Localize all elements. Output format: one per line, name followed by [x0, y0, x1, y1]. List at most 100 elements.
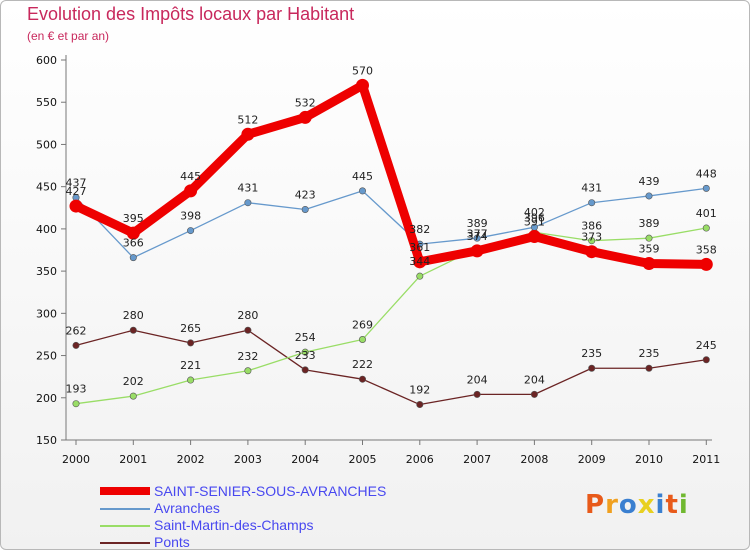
logo-letter: r: [605, 490, 619, 520]
data-point: [184, 184, 198, 198]
data-label: 570: [352, 64, 373, 77]
data-label: 232: [237, 350, 258, 363]
data-point: [527, 229, 541, 243]
data-point: [702, 184, 710, 192]
legend-swatch: [100, 542, 150, 544]
data-point: [645, 234, 653, 242]
logo-letter: i: [678, 490, 689, 520]
data-label: 402: [524, 206, 545, 219]
data-point: [702, 356, 710, 364]
data-label: 269: [352, 319, 373, 332]
data-label: 401: [696, 207, 717, 220]
data-label: 423: [295, 188, 316, 201]
data-point: [72, 400, 80, 408]
data-label: 344: [409, 255, 430, 268]
data-label: 389: [639, 217, 660, 230]
data-point: [69, 199, 83, 213]
data-point: [645, 364, 653, 372]
data-point: [588, 199, 596, 207]
data-point: [129, 392, 137, 400]
series-line-0: [71, 80, 711, 269]
x-tick-label: 2003: [234, 453, 262, 466]
data-label: 398: [180, 210, 201, 223]
x-tick-label: 2008: [520, 453, 548, 466]
data-point: [588, 237, 596, 245]
x-tick-label: 2007: [463, 453, 491, 466]
data-label: 386: [581, 220, 602, 233]
legend-label: SAINT-SENIER-SOUS-AVRANCHES: [154, 483, 387, 499]
data-point: [642, 257, 656, 271]
data-label: 265: [180, 322, 201, 335]
y-tick-label: 350: [36, 265, 57, 278]
legend-swatch: [100, 525, 150, 527]
data-label: 448: [696, 167, 717, 180]
y-tick-label: 400: [36, 223, 57, 236]
data-label: 374: [467, 230, 488, 243]
data-point: [301, 205, 309, 213]
x-tick-label: 2009: [578, 453, 606, 466]
data-label: 427: [66, 185, 87, 198]
data-point: [298, 110, 312, 124]
data-label: 395: [123, 212, 144, 225]
data-label: 532: [295, 96, 316, 109]
data-label: 431: [237, 182, 258, 195]
data-label: 204: [524, 373, 545, 386]
data-point: [645, 192, 653, 200]
x-tick-label: 2000: [62, 453, 90, 466]
data-label: 204: [467, 373, 488, 386]
data-point: [129, 254, 137, 262]
chart-subtitle: (en € et par an): [27, 29, 110, 43]
data-point: [530, 390, 538, 398]
series-line-3: [75, 329, 707, 406]
data-label: 439: [639, 175, 660, 188]
data-point: [588, 364, 596, 372]
data-label: 391: [524, 215, 545, 228]
x-tick-label: 2002: [177, 453, 205, 466]
logo-letter: i: [655, 490, 666, 520]
data-point: [413, 255, 427, 269]
x-tick-label: 2005: [349, 453, 377, 466]
data-label: 233: [295, 349, 316, 362]
y-tick-label: 150: [36, 434, 57, 447]
data-point: [301, 348, 309, 356]
data-label: 445: [352, 170, 373, 183]
logo-letter: P: [585, 490, 606, 520]
data-label: 280: [237, 309, 258, 322]
data-point: [358, 375, 366, 383]
y-tick-label: 500: [36, 138, 57, 151]
data-point: [416, 272, 424, 280]
data-point: [244, 199, 252, 207]
data-label: 431: [581, 182, 602, 195]
data-label: 512: [237, 113, 258, 126]
series-line-1: [75, 187, 707, 259]
data-point: [126, 226, 140, 240]
data-point: [470, 244, 484, 258]
data-label: 202: [123, 375, 144, 388]
data-label: 235: [581, 347, 602, 360]
data-label: 358: [696, 243, 717, 256]
data-label: 377: [467, 227, 488, 240]
data-point: [702, 224, 710, 232]
legend-swatch: [100, 487, 150, 495]
data-label: 235: [639, 347, 660, 360]
legend-swatch: [100, 508, 150, 510]
y-tick-label: 300: [36, 307, 57, 320]
data-label: 280: [123, 309, 144, 322]
data-point: [416, 401, 424, 409]
data-point: [244, 367, 252, 375]
data-point: [358, 336, 366, 344]
chart-title: Evolution des Impôts locaux par Habitant: [27, 4, 355, 24]
y-tick-label: 600: [36, 54, 57, 67]
data-label: 254: [295, 331, 316, 344]
data-point: [244, 326, 252, 334]
x-tick-label: 2001: [119, 453, 147, 466]
data-point: [187, 227, 195, 235]
data-label: 366: [123, 237, 144, 250]
data-label: 373: [581, 231, 602, 244]
x-tick-label: 2010: [635, 453, 663, 466]
y-tick-label: 550: [36, 96, 57, 109]
logo-letter: o: [618, 490, 638, 520]
proxiti-logo: Proxiti: [585, 490, 689, 520]
